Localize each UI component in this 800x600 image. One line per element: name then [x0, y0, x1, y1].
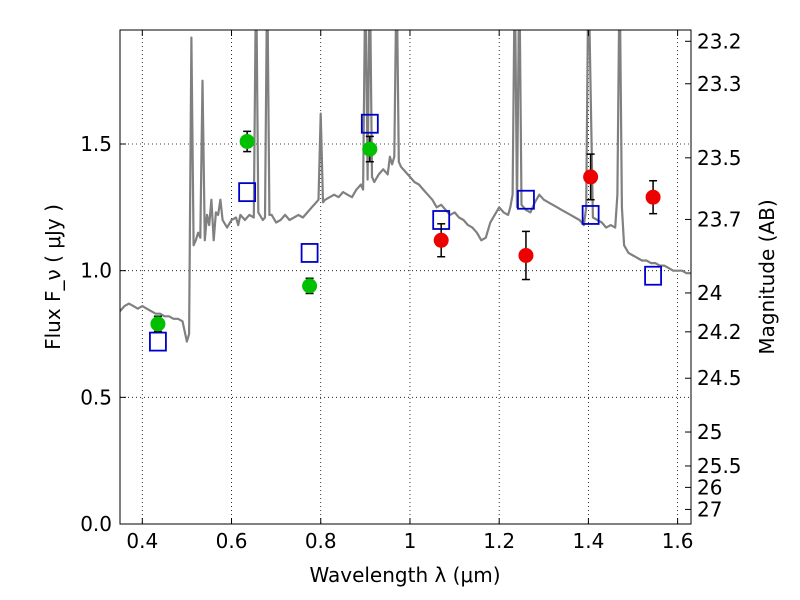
- right-tick-label: 23.3: [697, 72, 742, 96]
- y-tick-label: 1.5: [80, 132, 112, 156]
- right-tick-label: 24: [697, 281, 722, 305]
- y-tick-label: 0.0: [80, 512, 112, 536]
- model-flux-square: [149, 331, 167, 352]
- right-tick-label: 24.2: [697, 320, 742, 344]
- model-flux-square: [360, 113, 379, 134]
- observed-nir-point: [433, 232, 449, 248]
- right-tick-label: 23.5: [697, 146, 742, 170]
- axis-ticks: 0.4 0.6 0.8 1 1.2 1.4 1.6 0.0 0.5 1.0 1.5 23.2 23.3 2…: [80, 29, 741, 553]
- x-tick-label: 0.4: [126, 529, 158, 553]
- y-tick-label: 1.0: [80, 259, 112, 283]
- x-tick-label: 0.6: [216, 529, 248, 553]
- y-axis-label: Flux F_ν ( μJy ): [41, 204, 65, 350]
- x-tick-label: 1.4: [572, 529, 604, 553]
- x-tick-label: 1.2: [483, 529, 515, 553]
- observed-optical-point: [239, 133, 255, 149]
- model-flux-square: [238, 182, 257, 203]
- model-flux-square: [644, 265, 662, 286]
- right-tick-label: 25.5: [697, 454, 742, 478]
- observed-optical-point: [302, 278, 318, 294]
- observed-optical-point: [150, 316, 166, 332]
- right-tick-label: 26: [697, 475, 722, 499]
- x-axis-label: Wavelength λ (μm): [309, 563, 500, 587]
- observed-optical-point: [362, 141, 378, 157]
- model-flux-square: [300, 243, 319, 263]
- right-tick-label: 23.7: [697, 207, 742, 231]
- spectrum-line: [120, 30, 691, 343]
- x-tick-label: 1.6: [662, 529, 694, 553]
- x-tick-label: 1: [404, 529, 417, 553]
- right-tick-label: 23.2: [697, 29, 742, 53]
- y-tick-label: 0.5: [80, 385, 112, 409]
- observed-nir-point: [645, 189, 661, 205]
- markers-layer: [149, 113, 662, 352]
- right-tick-label: 25: [697, 420, 722, 444]
- model-spectrum-layer: [120, 30, 691, 343]
- right-tick-label: 27: [697, 497, 722, 521]
- model-flux-square: [517, 189, 535, 210]
- observed-nir-point: [518, 247, 534, 263]
- x-tick-label: 0.8: [305, 529, 337, 553]
- right-axis-label: Magnitude (AB): [755, 199, 779, 354]
- plot-frame: [119, 29, 692, 525]
- right-tick-label: 24.5: [697, 366, 742, 390]
- model-flux-square: [581, 205, 600, 225]
- observed-nir-point: [583, 169, 599, 185]
